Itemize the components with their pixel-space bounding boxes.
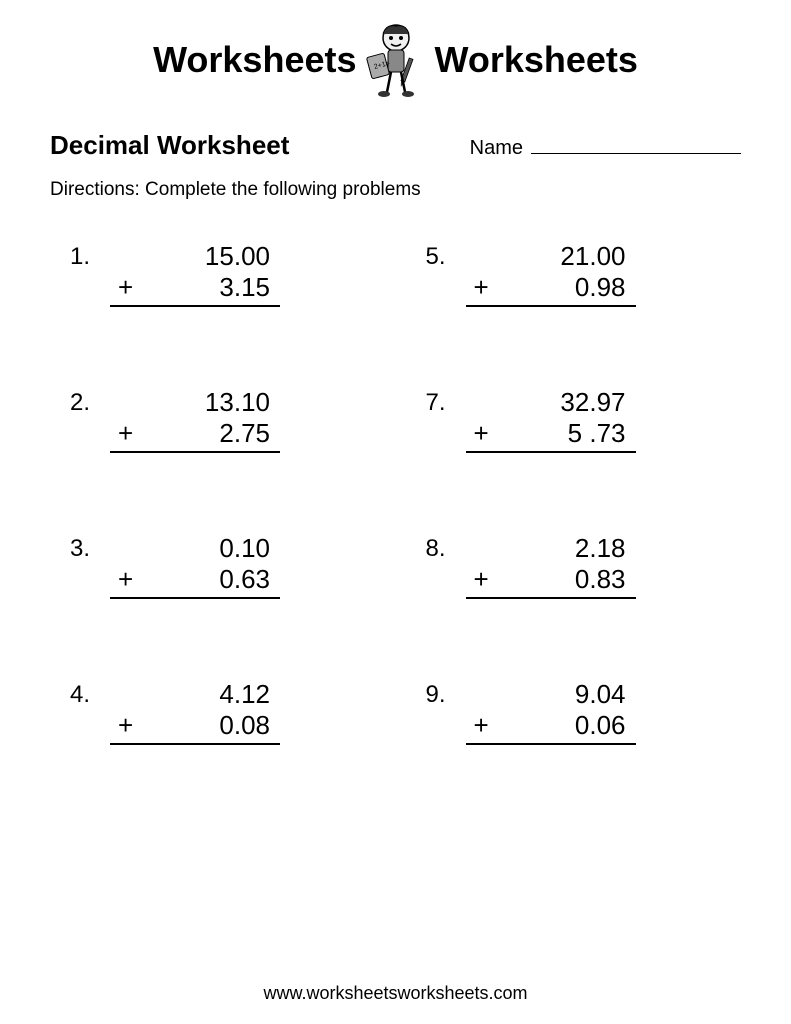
problem-number: 7. — [416, 387, 446, 417]
operand-top: 32.97 — [466, 387, 636, 418]
problems-grid: 1. 15.00 + 3.15 5. 21.00 + 0.98 2. — [50, 241, 741, 745]
problem-body: 21.00 + 0.98 — [466, 241, 636, 307]
operand-bottom: 0.08 — [219, 710, 270, 741]
logo-mascot-icon: 2+1= — [361, 20, 431, 100]
operand-bottom-row: + 3.15 — [110, 272, 280, 307]
plus-icon: + — [118, 564, 133, 595]
footer-url: www.worksheetsworksheets.com — [50, 983, 741, 1009]
operand-bottom: 5 .73 — [568, 418, 626, 449]
logo-header: Worksheets 2+1= Worksheets — [50, 20, 741, 100]
operand-bottom: 0.98 — [575, 272, 626, 303]
problem-number: 2. — [60, 387, 90, 417]
operand-bottom-row: + 0.98 — [466, 272, 636, 307]
operand-bottom: 0.06 — [575, 710, 626, 741]
operand-bottom-row: + 0.63 — [110, 564, 280, 599]
operand-top: 21.00 — [466, 241, 636, 272]
operand-bottom: 3.15 — [219, 272, 270, 303]
problem-body: 0.10 + 0.63 — [110, 533, 280, 599]
operand-top: 13.10 — [110, 387, 280, 418]
plus-icon: + — [474, 272, 489, 303]
plus-icon: + — [118, 418, 133, 449]
operand-top: 0.10 — [110, 533, 280, 564]
directions-text: Directions: Complete the following probl… — [50, 179, 741, 201]
problem-body: 2.18 + 0.83 — [466, 533, 636, 599]
name-blank-line[interactable] — [531, 153, 741, 154]
plus-icon: + — [474, 710, 489, 741]
operand-bottom: 0.63 — [219, 564, 270, 595]
problem-body: 13.10 + 2.75 — [110, 387, 280, 453]
logo-text-left: Worksheets — [153, 39, 356, 81]
problem-4: 4. 4.12 + 0.08 — [60, 679, 366, 745]
worksheet-title: Decimal Worksheet — [50, 130, 289, 161]
problem-number: 1. — [60, 241, 90, 271]
problem-7: 7. 32.97 + 5 .73 — [406, 387, 712, 453]
problem-number: 3. — [60, 533, 90, 563]
problem-number: 9. — [416, 679, 446, 709]
worksheet-page: Worksheets 2+1= Worksheets Decimal W — [0, 0, 791, 1024]
header-row: Decimal Worksheet Name — [50, 130, 741, 161]
problem-body: 9.04 + 0.06 — [466, 679, 636, 745]
operand-top: 2.18 — [466, 533, 636, 564]
operand-bottom: 0.83 — [575, 564, 626, 595]
operand-bottom-row: + 0.08 — [110, 710, 280, 745]
problem-body: 15.00 + 3.15 — [110, 241, 280, 307]
operand-bottom-row: + 0.83 — [466, 564, 636, 599]
problem-number: 4. — [60, 679, 90, 709]
logo-text-right: Worksheets — [435, 39, 638, 81]
problem-1: 1. 15.00 + 3.15 — [60, 241, 366, 307]
problem-body: 4.12 + 0.08 — [110, 679, 280, 745]
operand-bottom-row: + 0.06 — [466, 710, 636, 745]
problem-number: 5. — [416, 241, 446, 271]
plus-icon: + — [474, 418, 489, 449]
problem-number: 8. — [416, 533, 446, 563]
operand-top: 15.00 — [110, 241, 280, 272]
problem-body: 32.97 + 5 .73 — [466, 387, 636, 453]
name-label: Name — [470, 137, 523, 160]
operand-top: 9.04 — [466, 679, 636, 710]
plus-icon: + — [474, 564, 489, 595]
operand-bottom-row: + 2.75 — [110, 418, 280, 453]
problem-5: 5. 21.00 + 0.98 — [406, 241, 712, 307]
problem-9: 9. 9.04 + 0.06 — [406, 679, 712, 745]
operand-bottom-row: + 5 .73 — [466, 418, 636, 453]
problem-3: 3. 0.10 + 0.63 — [60, 533, 366, 599]
problem-2: 2. 13.10 + 2.75 — [60, 387, 366, 453]
plus-icon: + — [118, 272, 133, 303]
plus-icon: + — [118, 710, 133, 741]
problem-8: 8. 2.18 + 0.83 — [406, 533, 712, 599]
operand-top: 4.12 — [110, 679, 280, 710]
operand-bottom: 2.75 — [219, 418, 270, 449]
name-field: Name — [470, 137, 741, 160]
